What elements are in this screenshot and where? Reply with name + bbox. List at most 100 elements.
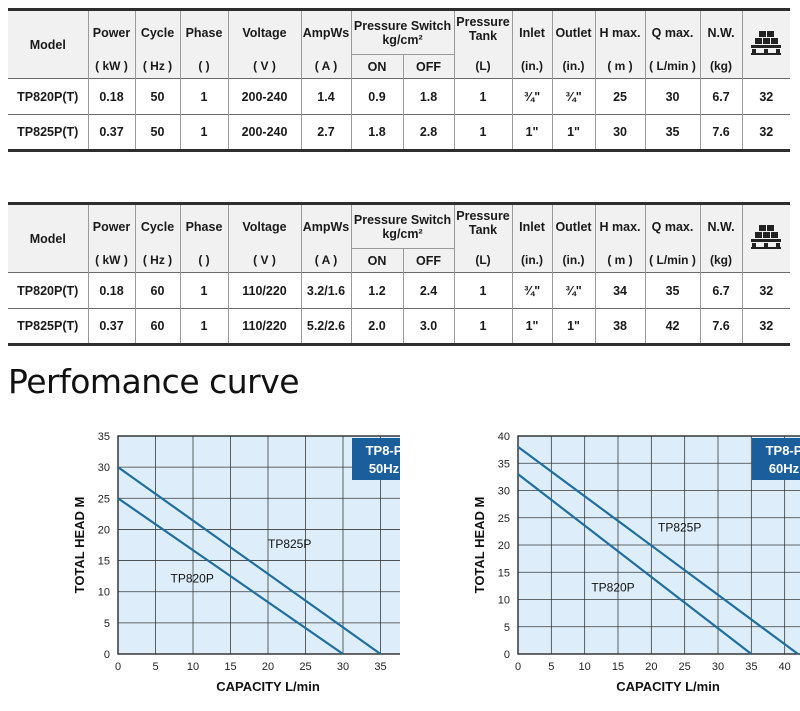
cell-on: 1.2	[350, 272, 403, 309]
table-row: TP825P(T) 0.37 60 1 110/220 5.2/2.6 2.0 …	[8, 308, 791, 345]
cell-voltage: 200-240	[227, 78, 301, 115]
y-axis-label: TOTAL HEAD M	[472, 497, 487, 594]
header-tank-line1: Pressure	[456, 15, 510, 29]
cell-model: TP820P(T)	[8, 272, 88, 309]
performance-chart-60hz: 0510152025303540450510152025303540CAPACI…	[472, 431, 800, 694]
x-tick-label: 25	[299, 661, 311, 673]
y-tick-label: 0	[104, 649, 110, 661]
header-outlet-unit: (in.)	[551, 248, 596, 273]
cell-phase: 1	[179, 272, 228, 309]
header-power: Power	[87, 9, 135, 55]
header-cycle-unit: ( Hz )	[134, 248, 180, 273]
header-tank-line2: Tank	[468, 29, 498, 43]
x-tick-label: 20	[262, 661, 274, 673]
y-tick-label: 0	[504, 649, 510, 661]
header-pressure-switch-label: Pressure Switch	[353, 18, 452, 33]
cell-off: 2.4	[402, 272, 455, 309]
header-hmax: H max.	[594, 203, 646, 249]
cell-hmax: 34	[594, 272, 646, 309]
y-tick-label: 15	[98, 556, 110, 568]
cell-qmax: 35	[644, 272, 701, 309]
header-amp-unit: ( A )	[300, 54, 351, 79]
cell-model: TP825P(T)	[8, 114, 88, 151]
x-tick-label: 30	[712, 661, 724, 673]
y-tick-label: 5	[504, 622, 510, 634]
cell-tank: 1	[453, 272, 513, 309]
header-phase: Phase	[179, 9, 228, 55]
header-pallet	[741, 203, 791, 273]
cell-phase: 1	[179, 308, 228, 345]
header-qmax: Q max.	[644, 203, 701, 249]
cell-qmax: 42	[644, 308, 701, 345]
header-nw-unit: (kg)	[699, 248, 743, 273]
header-hmax-unit: ( m )	[594, 54, 646, 79]
cell-power: 0.37	[87, 114, 135, 151]
x-tick-label: 20	[645, 661, 657, 673]
header-model: Model	[8, 9, 88, 79]
x-tick-label: 5	[152, 661, 158, 673]
cell-inlet: 1"	[511, 114, 553, 151]
x-tick-label: 15	[612, 661, 624, 673]
header-qmax-unit: ( L/min )	[644, 54, 701, 79]
header-tank: Pressure Tank	[453, 9, 513, 55]
header-phase-unit: ( )	[179, 248, 228, 273]
cell-power: 0.18	[87, 78, 135, 115]
cell-pallet: 32	[741, 272, 791, 309]
cell-hmax: 25	[594, 78, 646, 115]
table-row: TP820P(T) 0.18 60 1 110/220 3.2/1.6 1.2 …	[8, 272, 791, 309]
cell-hmax: 38	[594, 308, 646, 345]
cell-pallet: 32	[741, 78, 791, 115]
header-cycle: Cycle	[134, 203, 180, 249]
header-inlet: Inlet	[511, 203, 553, 249]
header-inlet-unit: (in.)	[511, 248, 553, 273]
header-tank-unit: (L)	[453, 248, 513, 273]
plot-frame	[517, 435, 800, 655]
cell-off: 2.8	[402, 114, 455, 151]
section-title: Perfomance curve	[8, 362, 300, 401]
cell-qmax: 35	[644, 114, 701, 151]
cell-phase: 1	[179, 78, 228, 115]
x-tick-label: 0	[115, 661, 121, 673]
pallet-boxes-icon	[751, 225, 782, 249]
header-tank-line2: Tank	[468, 223, 498, 237]
cell-amp: 3.2/1.6	[300, 272, 351, 309]
header-phase-unit: ( )	[179, 54, 228, 79]
header-on: ON	[350, 54, 403, 79]
cell-model: TP820P(T)	[8, 78, 88, 115]
cell-on: 2.0	[350, 308, 403, 345]
cell-inlet: ¾"	[511, 78, 553, 115]
cell-qmax: 30	[644, 78, 701, 115]
x-tick-label: 35	[745, 661, 757, 673]
header-off: OFF	[402, 248, 455, 273]
spec-table-60hz: Model Power Cycle Phase Voltage AmpWs Pr…	[8, 202, 791, 346]
x-tick-label: 25	[679, 661, 691, 673]
header-nw-unit: (kg)	[699, 54, 743, 79]
y-tick-label: 15	[498, 567, 510, 579]
cell-on: 1.8	[350, 114, 403, 151]
cell-pallet: 32	[741, 308, 791, 345]
header-pressure-switch-unit: kg/cm²	[382, 226, 423, 241]
series-line-tp825p	[517, 446, 799, 655]
series-line-tp820p	[117, 497, 344, 655]
y-tick-label: 25	[98, 493, 110, 505]
chart-badge-model: TP8-P	[766, 443, 800, 458]
header-model: Model	[8, 203, 88, 273]
x-tick-label: 5	[548, 661, 554, 673]
chart-badge	[352, 438, 400, 480]
cell-inlet: 1"	[511, 308, 553, 345]
chart-badge	[752, 438, 800, 480]
plot-frame	[117, 435, 400, 655]
cell-outlet: ¾"	[551, 272, 596, 309]
cell-nw: 6.7	[699, 272, 743, 309]
header-voltage: Voltage	[227, 203, 301, 249]
cell-tank: 1	[453, 114, 513, 151]
y-tick-label: 35	[498, 458, 510, 470]
header-hmax-unit: ( m )	[594, 248, 646, 273]
header-qmax-unit: ( L/min )	[644, 248, 701, 273]
cell-tank: 1	[453, 308, 513, 345]
header-hmax: H max.	[594, 9, 646, 55]
cell-phase: 1	[179, 114, 228, 151]
header-outlet-unit: (in.)	[551, 54, 596, 79]
y-tick-label: 20	[98, 524, 110, 536]
cell-off: 1.8	[402, 78, 455, 115]
